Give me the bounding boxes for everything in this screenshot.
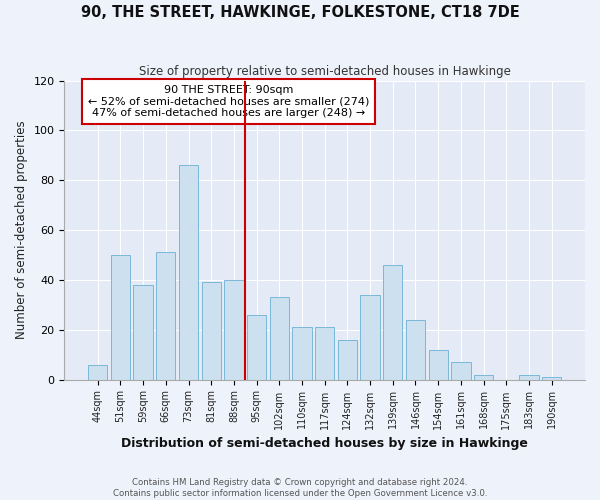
Bar	[179, 166, 198, 380]
Bar	[247, 315, 266, 380]
Bar	[542, 377, 562, 380]
Bar	[292, 327, 311, 380]
Bar	[133, 285, 153, 380]
Bar	[202, 282, 221, 380]
Bar	[156, 252, 175, 380]
Bar	[269, 298, 289, 380]
Bar	[224, 280, 244, 380]
Bar	[88, 364, 107, 380]
Bar	[111, 255, 130, 380]
Bar	[338, 340, 357, 380]
Y-axis label: Number of semi-detached properties: Number of semi-detached properties	[15, 120, 28, 340]
Bar	[451, 362, 470, 380]
Bar	[406, 320, 425, 380]
Bar	[428, 350, 448, 380]
Text: Contains HM Land Registry data © Crown copyright and database right 2024.
Contai: Contains HM Land Registry data © Crown c…	[113, 478, 487, 498]
Bar	[520, 374, 539, 380]
Title: Size of property relative to semi-detached houses in Hawkinge: Size of property relative to semi-detach…	[139, 65, 511, 78]
Bar	[474, 374, 493, 380]
Text: 90, THE STREET, HAWKINGE, FOLKESTONE, CT18 7DE: 90, THE STREET, HAWKINGE, FOLKESTONE, CT…	[80, 5, 520, 20]
Bar	[361, 295, 380, 380]
Bar	[315, 327, 334, 380]
X-axis label: Distribution of semi-detached houses by size in Hawkinge: Distribution of semi-detached houses by …	[121, 437, 528, 450]
Text: 90 THE STREET: 90sqm
← 52% of semi-detached houses are smaller (274)
47% of semi: 90 THE STREET: 90sqm ← 52% of semi-detac…	[88, 85, 369, 118]
Bar	[383, 265, 403, 380]
